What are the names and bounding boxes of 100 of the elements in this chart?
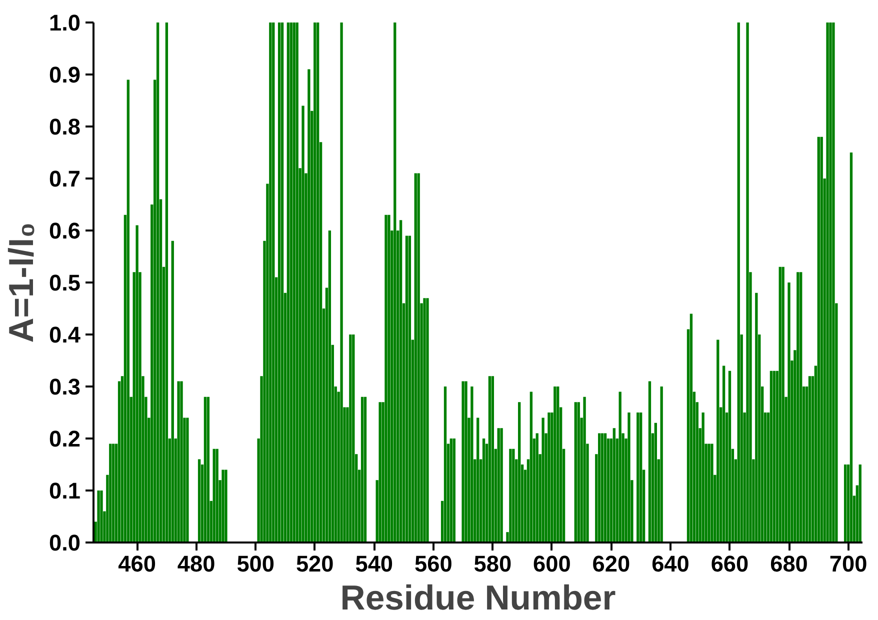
- bar: [452, 438, 456, 542]
- y-tick-label: 0.8: [49, 114, 81, 140]
- bar: [708, 444, 710, 542]
- bar: [212, 448, 216, 542]
- bar: [292, 22, 296, 542]
- bar: [97, 490, 100, 542]
- bar: [222, 470, 224, 542]
- x-tick-label: 620: [592, 550, 630, 576]
- x-tick-label: 560: [414, 550, 452, 576]
- bar: [829, 22, 832, 542]
- bar: [378, 402, 382, 542]
- bar: [352, 334, 355, 542]
- bar: [476, 418, 480, 542]
- x-tick-label: 500: [236, 550, 275, 576]
- bar: [628, 412, 630, 542]
- bar: [554, 386, 556, 542]
- x-tick-label: 600: [533, 550, 571, 576]
- y-tick-label: 0.3: [49, 374, 81, 400]
- bar: [405, 236, 408, 542]
- bar: [820, 136, 823, 542]
- bar: [444, 386, 447, 542]
- bar: [728, 370, 732, 542]
- bar: [314, 22, 316, 542]
- bar: [296, 22, 298, 542]
- bar: [177, 381, 180, 542]
- x-tick-label: 540: [355, 550, 394, 576]
- bar: [426, 298, 429, 542]
- bar: [530, 392, 533, 542]
- bar: [702, 412, 704, 542]
- bar: [464, 381, 468, 542]
- bar: [788, 282, 790, 542]
- bar: [408, 236, 412, 542]
- bar: [826, 22, 829, 542]
- bar: [109, 444, 112, 542]
- bar: [746, 22, 749, 542]
- y-tick-label: 0.1: [49, 478, 81, 504]
- x-tick-label: 520: [296, 550, 334, 576]
- bar: [316, 22, 320, 542]
- bar: [636, 412, 640, 542]
- bar: [180, 381, 183, 542]
- bar: [349, 334, 352, 542]
- bar: [782, 266, 784, 542]
- y-tick-label: 0.7: [49, 166, 81, 192]
- bar: [224, 470, 228, 542]
- x-axis-title: Residue Number: [340, 580, 616, 618]
- bar: [388, 214, 390, 542]
- x-tick-label: 700: [829, 550, 868, 576]
- bar: [600, 433, 604, 542]
- bar: [536, 433, 538, 542]
- bar: [583, 396, 586, 542]
- bar: [269, 22, 272, 542]
- bar: [640, 412, 642, 542]
- bar: [832, 22, 835, 542]
- bar: [654, 422, 657, 542]
- bar: [340, 22, 343, 542]
- bar: [204, 396, 207, 542]
- bar: [414, 173, 417, 542]
- bar: [690, 314, 693, 542]
- bar: [577, 402, 580, 542]
- bar: [302, 106, 304, 542]
- bar: [360, 396, 364, 542]
- y-axis-title: A=1-I/I₀: [3, 222, 42, 343]
- bar: [858, 464, 862, 542]
- bar: [216, 448, 218, 542]
- bar: [497, 428, 500, 542]
- bar: [364, 396, 367, 542]
- bar: [198, 459, 201, 542]
- bar: [136, 225, 138, 542]
- bar: [278, 22, 281, 542]
- bar: [800, 272, 802, 542]
- bar: [500, 428, 503, 542]
- bar: [612, 428, 616, 542]
- bar: [548, 412, 550, 542]
- bar: [722, 366, 726, 542]
- bar: [716, 340, 720, 542]
- y-tick-label: 0.9: [49, 62, 81, 88]
- bar: [171, 240, 174, 542]
- bar: [574, 402, 577, 542]
- x-tick-label: 680: [770, 550, 808, 576]
- bar: [112, 444, 115, 542]
- bar: [598, 433, 601, 542]
- x-tick-label: 660: [710, 550, 749, 576]
- bar: [542, 418, 544, 542]
- bar: [308, 69, 310, 542]
- bar: [470, 386, 474, 542]
- bar: [100, 490, 103, 542]
- bar: [772, 370, 776, 542]
- y-tick-label: 0.2: [49, 426, 81, 452]
- bar: [394, 22, 396, 542]
- bar: [808, 376, 812, 542]
- y-tick-label: 0.0: [49, 530, 81, 556]
- bar: [384, 214, 388, 542]
- bar: [796, 272, 800, 542]
- bar: [737, 22, 740, 542]
- bar: [660, 386, 663, 542]
- y-tick-label: 1.0: [49, 10, 81, 36]
- bar: [399, 220, 402, 542]
- bar: [462, 381, 464, 542]
- bar: [482, 438, 486, 542]
- bar: [844, 464, 847, 542]
